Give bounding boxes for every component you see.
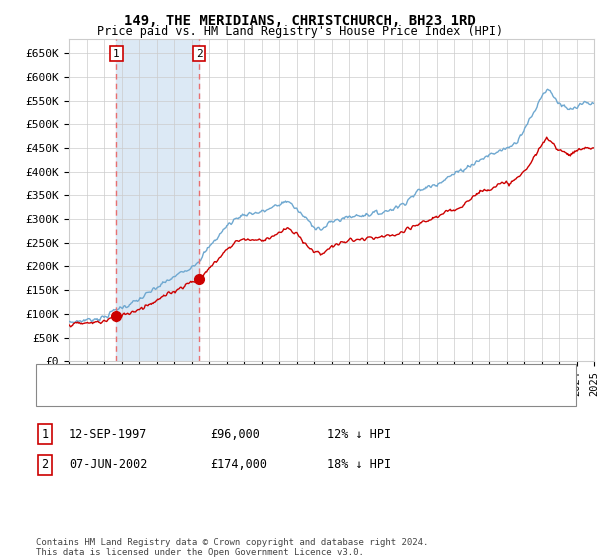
Bar bbox=[116, 39, 199, 361]
Text: —: — bbox=[51, 367, 69, 386]
Text: 149, THE MERIDIANS, CHRISTCHURCH, BH23 1RD: 149, THE MERIDIANS, CHRISTCHURCH, BH23 1… bbox=[124, 14, 476, 28]
Text: £96,000: £96,000 bbox=[210, 427, 260, 441]
Text: 1: 1 bbox=[41, 427, 49, 441]
Text: 12% ↓ HPI: 12% ↓ HPI bbox=[327, 427, 391, 441]
Text: HPI: Average price, detached house, Bournemouth Christchurch and Poole: HPI: Average price, detached house, Bour… bbox=[87, 390, 524, 400]
Text: £174,000: £174,000 bbox=[210, 458, 267, 472]
Text: Price paid vs. HM Land Registry's House Price Index (HPI): Price paid vs. HM Land Registry's House … bbox=[97, 25, 503, 38]
Text: 12-SEP-1997: 12-SEP-1997 bbox=[69, 427, 148, 441]
Text: 2: 2 bbox=[41, 458, 49, 472]
Text: 18% ↓ HPI: 18% ↓ HPI bbox=[327, 458, 391, 472]
Text: 2: 2 bbox=[196, 49, 203, 59]
Text: 07-JUN-2002: 07-JUN-2002 bbox=[69, 458, 148, 472]
Text: Contains HM Land Registry data © Crown copyright and database right 2024.
This d: Contains HM Land Registry data © Crown c… bbox=[36, 538, 428, 557]
Text: —: — bbox=[51, 386, 69, 404]
Text: 149, THE MERIDIANS, CHRISTCHURCH, BH23 1RD (detached house): 149, THE MERIDIANS, CHRISTCHURCH, BH23 1… bbox=[87, 371, 456, 381]
Text: 1: 1 bbox=[113, 49, 120, 59]
